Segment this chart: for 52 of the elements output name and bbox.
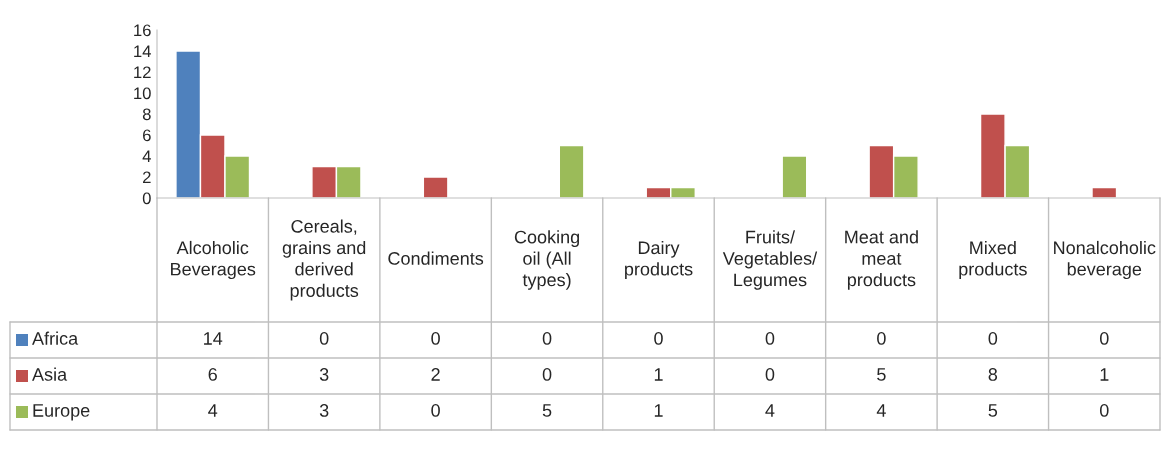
bar <box>1091 186 1118 198</box>
x-tick-label: Nonalcoholic beverage <box>1054 240 1156 280</box>
data-label: 0 <box>765 368 775 381</box>
data-label: 0 <box>1099 332 1109 345</box>
bar <box>558 144 585 198</box>
y-tick-label: 16 <box>134 24 151 37</box>
x-tick-label: Mixed products <box>959 240 1027 280</box>
y-tick-label: 6 <box>143 129 151 142</box>
data-label: 1 <box>1100 368 1109 381</box>
y-tick-label: 2 <box>143 171 151 184</box>
data-label: 5 <box>542 404 552 417</box>
y-tick-label: 14 <box>134 45 151 58</box>
data-label: 8 <box>988 368 998 381</box>
data-label: 4 <box>876 404 886 417</box>
x-tick-label: Cereals, grains and derived products <box>282 219 366 301</box>
data-label: 1 <box>654 404 663 417</box>
x-tick-label: Alcoholic Beverages <box>171 240 256 280</box>
data-label: 0 <box>765 332 775 345</box>
y-tick-label: 10 <box>134 87 151 100</box>
data-label: 3 <box>319 368 329 381</box>
x-tick-label: Cooking oil (All types) <box>514 230 580 290</box>
data-label: 0 <box>431 332 440 345</box>
y-tick-label: 0 <box>142 192 151 205</box>
data-label: 0 <box>988 332 998 345</box>
x-tick-label: Condiments <box>388 251 484 265</box>
legend-label: Europe <box>33 404 90 421</box>
data-label: 5 <box>988 404 998 417</box>
data-label: 0 <box>431 404 440 417</box>
legend-label: Asia <box>32 367 68 381</box>
data-label: 0 <box>319 332 329 345</box>
data-label: 1 <box>654 368 663 381</box>
data-label: 0 <box>877 332 886 345</box>
data-label: 0 <box>654 332 663 345</box>
data-label: 4 <box>208 404 218 417</box>
y-tick-label: 4 <box>142 150 151 163</box>
y-tick-label: 8 <box>142 108 151 121</box>
x-tick-label: Dairy products <box>625 240 693 280</box>
x-tick-label: Meat and meat products <box>845 230 918 290</box>
data-label: 0 <box>542 368 552 381</box>
legend-label: Africa <box>32 331 79 345</box>
bar <box>422 176 449 198</box>
data-label: 0 <box>542 332 552 345</box>
data-label: 14 <box>204 332 223 345</box>
data-label: 4 <box>765 404 775 417</box>
data-label: 0 <box>1099 404 1109 417</box>
y-tick-label: 12 <box>134 66 151 79</box>
data-label: 5 <box>877 368 886 381</box>
bar <box>781 155 808 198</box>
data-label: 6 <box>208 368 217 381</box>
x-tick-label: Fruits/ Vegetables/ Legumes <box>722 230 818 290</box>
data-label: 3 <box>319 404 329 417</box>
data-label: 2 <box>431 368 440 381</box>
